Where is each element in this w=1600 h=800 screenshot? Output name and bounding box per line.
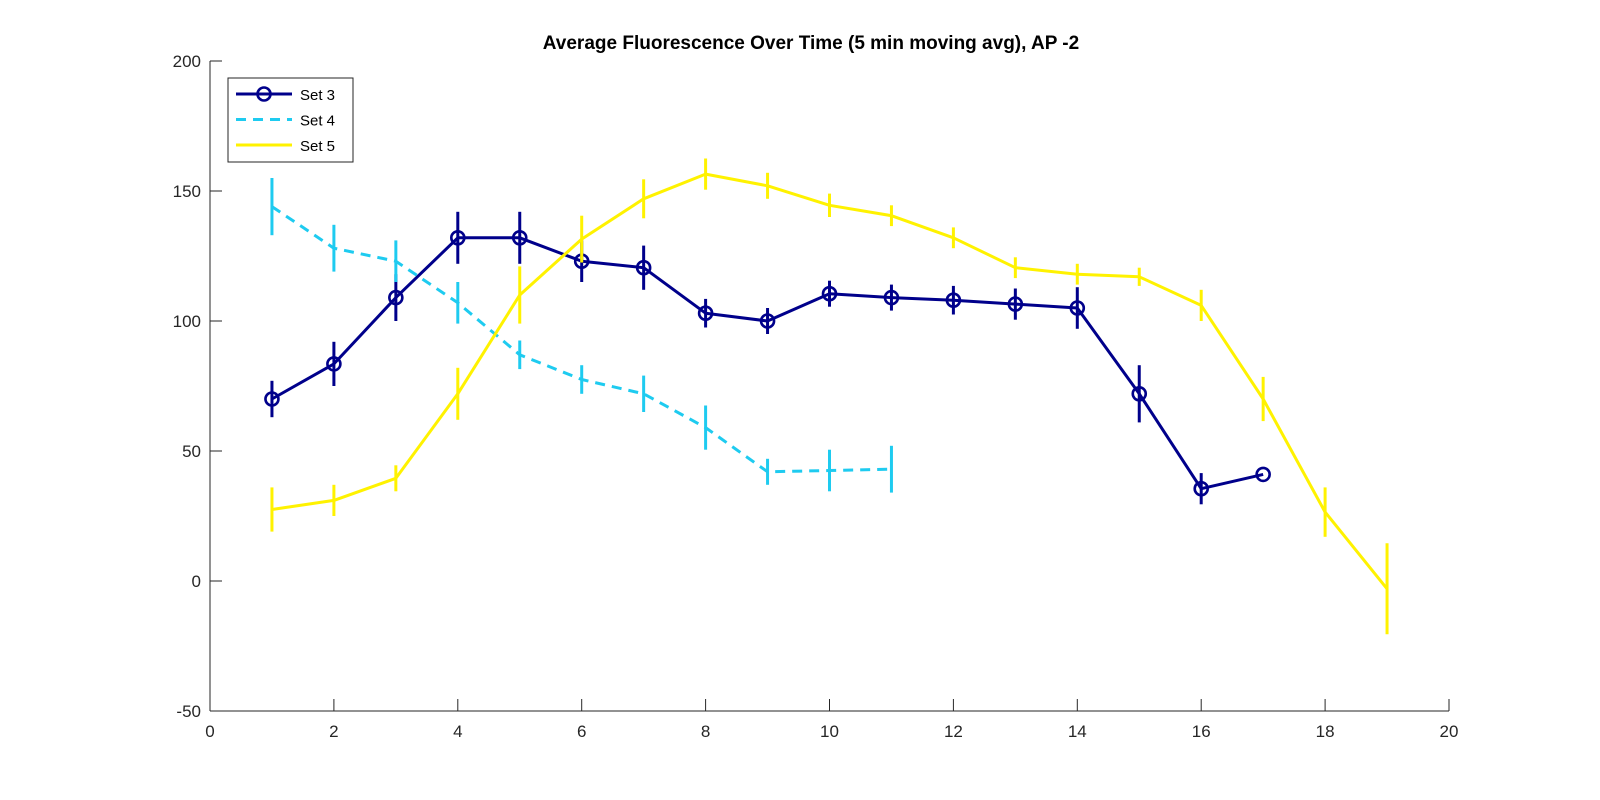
x-tick-label: 6: [577, 722, 586, 741]
series-1: [264, 211, 1271, 505]
data-point: [635, 259, 652, 276]
y-tick-label: 150: [173, 182, 201, 201]
data-point: [759, 313, 776, 329]
y-tick-label: 0: [192, 572, 201, 591]
data-point: [449, 230, 466, 246]
y-tick-label: 200: [173, 52, 201, 71]
series-line: [271, 172, 1389, 590]
legend-label: Set 3: [300, 87, 335, 104]
x-tick-label: 18: [1316, 722, 1335, 741]
data-point: [1131, 385, 1148, 402]
data-point: [264, 391, 280, 407]
data-point: [1069, 300, 1086, 316]
x-tick-label: 16: [1192, 722, 1211, 741]
x-tick-label: 0: [205, 722, 214, 741]
data-point: [326, 356, 342, 372]
data-point: [1007, 296, 1024, 312]
data-point: [697, 305, 714, 322]
series-2: [270, 178, 893, 493]
x-tick-label: 2: [329, 722, 338, 741]
x-tick-label: 14: [1068, 722, 1087, 741]
data-point: [883, 289, 900, 306]
data-point: [945, 292, 962, 309]
data-point: [511, 230, 528, 246]
y-tick-label: 100: [173, 312, 201, 331]
data-point: [1255, 466, 1271, 483]
x-tick-label: 12: [944, 722, 963, 741]
plot-area: [264, 158, 1389, 635]
y-tick-label: 50: [182, 442, 201, 461]
legend-marker: [256, 86, 272, 102]
y-tick-label: -50: [176, 702, 201, 721]
series-3: [270, 158, 1389, 635]
x-tick-label: 10: [820, 722, 839, 741]
legend: Set 3 Set 4 Set 5: [227, 77, 354, 163]
chart-title: Average Fluorescence Over Time (5 min mo…: [543, 33, 1079, 54]
x-tick-label: 20: [1440, 722, 1459, 741]
data-point: [388, 289, 404, 306]
data-point: [1193, 480, 1209, 497]
legend-label: Set 5: [300, 138, 335, 155]
x-tick-label: 4: [453, 722, 462, 741]
x-tick-label: 8: [701, 722, 710, 741]
legend-label: Set 4: [300, 113, 335, 130]
data-point: [821, 285, 838, 302]
